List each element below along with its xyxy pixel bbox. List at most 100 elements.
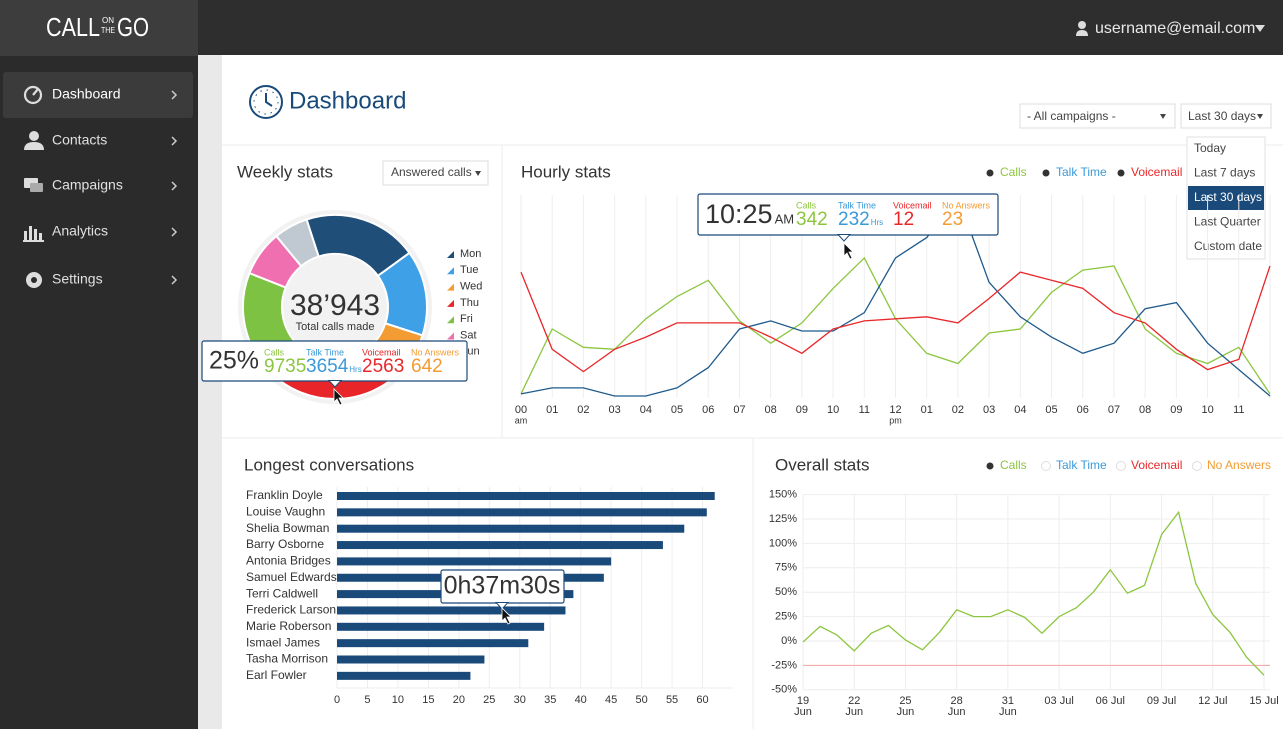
bar[interactable] — [337, 492, 715, 500]
legend-dot[interactable] — [1117, 169, 1125, 177]
bar[interactable] — [337, 606, 566, 615]
x-tick-label: 45 — [605, 694, 617, 706]
tooltip-item-unit: Hrs — [349, 365, 361, 374]
x-tick-label: 19 Jun — [794, 695, 812, 718]
period-option[interactable]: Last Quarter — [1194, 215, 1261, 229]
bar[interactable] — [337, 639, 529, 648]
y-tick-label: 150% — [769, 489, 797, 501]
tooltip-pointer — [494, 602, 510, 610]
analytics-icon — [23, 240, 44, 242]
x-tick-label: 25 — [483, 694, 495, 706]
bar[interactable] — [337, 524, 685, 533]
user-email[interactable]: username@email.com — [1095, 20, 1255, 37]
bar-label: Louise Vaughn — [246, 505, 325, 519]
panel-title: Overall stats — [775, 455, 869, 474]
tooltip-value: 0h37m30s — [444, 572, 561, 600]
analytics-icon — [29, 226, 32, 240]
x-tick-label: 50 — [635, 694, 647, 706]
x-tick-label: 04 — [640, 404, 652, 416]
legend-dot[interactable] — [1042, 169, 1050, 177]
x-tick-label: 12 Jul — [1198, 695, 1228, 707]
panel-filter[interactable]: Answered calls — [391, 165, 472, 179]
x-tick-label: 02 — [577, 404, 589, 416]
bar[interactable] — [337, 508, 707, 517]
x-tick-label: 08 — [765, 404, 777, 416]
x-tick-label: 25 Jun — [896, 695, 915, 718]
x-tick-label: 55 — [666, 694, 678, 706]
bar[interactable] — [337, 622, 545, 631]
legend-label: Thu — [460, 297, 479, 309]
legend-label[interactable]: No Answers — [1207, 458, 1271, 472]
legend-dot-off[interactable] — [1192, 461, 1202, 471]
bar[interactable] — [337, 557, 612, 566]
bar[interactable] — [337, 655, 485, 664]
period-option[interactable]: Custom date — [1194, 239, 1262, 253]
tooltip-item-value: 232 — [838, 209, 870, 230]
dashboard-icon — [23, 85, 43, 105]
bar-label: Tasha Morrison — [246, 652, 328, 666]
legend-marker — [447, 299, 454, 307]
x-tick-label: 09 — [1170, 404, 1182, 416]
logo-text: THE — [101, 26, 115, 35]
menu-item[interactable]: Campaigns — [52, 177, 123, 193]
tooltip-item-name: Talk Time — [838, 200, 876, 210]
tooltip-period: AM — [775, 211, 795, 226]
bar[interactable] — [337, 541, 663, 550]
menu-chevron — [171, 275, 178, 285]
period-option[interactable]: Last 30 days — [1194, 190, 1262, 204]
weekly-filter-select[interactable] — [382, 160, 489, 186]
legend-label: Sat — [460, 329, 477, 341]
campaign-select[interactable] — [1019, 103, 1176, 129]
legend-dot[interactable] — [986, 169, 994, 177]
period-option[interactable]: Last 7 days — [1194, 166, 1255, 180]
tooltip-item-name: Calls — [796, 200, 817, 210]
x-tick-label: 02 — [952, 404, 964, 416]
content-gutter — [198, 55, 222, 729]
menu-item[interactable]: Analytics — [52, 223, 108, 239]
bar-label: Samuel Edwards — [246, 570, 337, 584]
x-tick-label: 11 — [859, 404, 870, 416]
period-option[interactable]: Today — [1194, 141, 1226, 155]
period-select-label[interactable]: Last 30 days — [1188, 109, 1256, 123]
menu-item[interactable]: Contacts — [52, 132, 107, 148]
x-tick-label: 05 — [1045, 404, 1057, 416]
legend-dot-off[interactable] — [1116, 461, 1126, 471]
panel-title: Longest conversations — [244, 455, 414, 474]
x-tick-label: 31 Jun — [999, 695, 1017, 718]
contacts-icon — [24, 142, 44, 150]
legend-label[interactable]: Voicemail — [1131, 165, 1182, 179]
dashboard-clock-ticks — [253, 89, 279, 115]
legend-label[interactable]: Calls — [1000, 165, 1027, 179]
bar[interactable] — [337, 671, 471, 680]
x-tick-label: 10 — [1201, 404, 1213, 416]
legend-marker — [447, 316, 454, 324]
legend-label[interactable]: Talk Time — [1056, 165, 1107, 179]
legend-dot-off[interactable] — [1041, 461, 1051, 471]
donut-segment[interactable] — [274, 218, 320, 268]
donut-center-label: Total calls made — [296, 321, 375, 333]
legend-dot[interactable] — [986, 462, 994, 470]
tooltip-pointer — [327, 380, 343, 388]
menu-item[interactable]: Settings — [52, 271, 103, 287]
tooltip-item-unit: Hrs — [871, 218, 883, 227]
y-tick-label: 100% — [769, 537, 797, 549]
mouse-cursor — [501, 607, 512, 625]
user-caret[interactable] — [1255, 25, 1265, 32]
donut-center-value: 38’943 — [290, 289, 380, 322]
legend-label[interactable]: Talk Time — [1056, 458, 1107, 472]
legend-label: Mon — [460, 248, 481, 260]
logo-text: ON — [102, 16, 114, 25]
period-select[interactable] — [1180, 103, 1272, 129]
x-tick-label: 01 — [921, 404, 933, 416]
campaign-select-label[interactable]: - All campaigns - — [1027, 109, 1116, 123]
legend-label[interactable]: Voicemail — [1131, 458, 1182, 472]
logo-text: GO — [117, 12, 149, 42]
bar-label: Shelia Bowman — [246, 521, 329, 535]
x-tick-label: 20 — [453, 694, 465, 706]
menu-item[interactable]: Dashboard — [52, 86, 121, 102]
analytics-icon — [24, 231, 27, 240]
x-tick-label: 11 — [1233, 404, 1244, 416]
bar-label: Earl Fowler — [246, 668, 307, 682]
legend-label[interactable]: Calls — [1000, 458, 1027, 472]
